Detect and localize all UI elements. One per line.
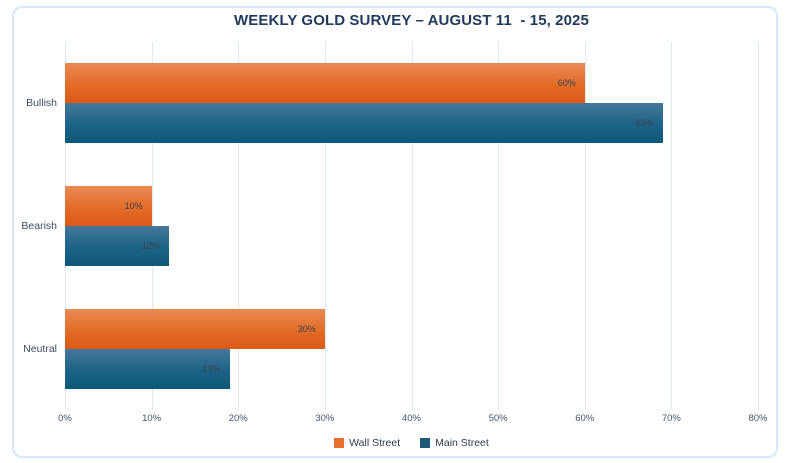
x-tick-label-50: 50% (488, 413, 508, 424)
legend-label-main-street: Main Street (435, 437, 489, 449)
x-tick-label-10: 10% (142, 413, 162, 424)
data-label-main-street-bearish: 12% (141, 240, 160, 251)
data-label-wall-street-bullish: 60% (557, 78, 576, 89)
category-row-bullish: 60% 69% (65, 42, 758, 165)
category-row-bearish: 10% 12% (65, 165, 758, 288)
x-tick-label-20: 20% (228, 413, 248, 424)
x-tick-label-40: 40% (401, 413, 422, 424)
x-tick-label-70: 70% (661, 413, 681, 424)
bar-main-street-bearish: 12% (65, 225, 169, 266)
x-tick-label-30: 30% (315, 413, 335, 424)
gridline-60 (584, 42, 586, 410)
legend-item-main-street: Main Street (420, 437, 489, 449)
legend-swatch-wall-street (334, 438, 345, 448)
legend: Wall Street Main Street (65, 435, 758, 451)
category-label-neutral: Neutral (23, 342, 57, 355)
gridline-40 (411, 42, 413, 410)
bar-wall-street-bearish: 10% (65, 185, 152, 226)
data-label-main-street-neutral: 19% (202, 363, 221, 374)
x-tick-label-80: 80% (748, 413, 768, 424)
data-label-wall-street-neutral: 30% (297, 323, 316, 334)
x-tick-label-0: 0% (58, 413, 72, 424)
category-row-neutral: 30% 19% (65, 287, 758, 410)
bar-main-street-bullish: 69% (65, 103, 663, 144)
x-tick-label-60: 60% (575, 413, 595, 424)
bar-wall-street-neutral: 30% (65, 308, 325, 349)
category-label-bullish: Bullish (26, 97, 57, 110)
bar-main-street-neutral: 19% (65, 348, 230, 389)
category-label-bearish: Bearish (21, 220, 57, 232)
category-axis: Bullish Bearish Neutral (0, 42, 58, 410)
gridline-20 (238, 42, 240, 410)
plot-area: 60% 69% 10% 12% 30% 19% (65, 42, 759, 410)
gridline-50 (498, 42, 500, 410)
gridline-80 (758, 42, 759, 410)
gridline-70 (671, 42, 673, 410)
legend-swatch-main-street (420, 438, 431, 448)
bar-wall-street-bullish: 60% (65, 63, 585, 104)
data-label-wall-street-bearish: 10% (124, 200, 143, 211)
data-label-main-street-bullish: 69% (635, 118, 654, 129)
x-axis: 0% 10% 20% 30% 40% 50% 60% 70% 80% (58, 413, 767, 427)
legend-label-wall-street: Wall Street (349, 437, 401, 449)
chart-title: WEEKLY GOLD SURVEY – AUGUST 11 - 15, 202… (234, 12, 589, 29)
gridline-30 (324, 42, 326, 410)
legend-item-wall-street: Wall Street (334, 437, 400, 449)
